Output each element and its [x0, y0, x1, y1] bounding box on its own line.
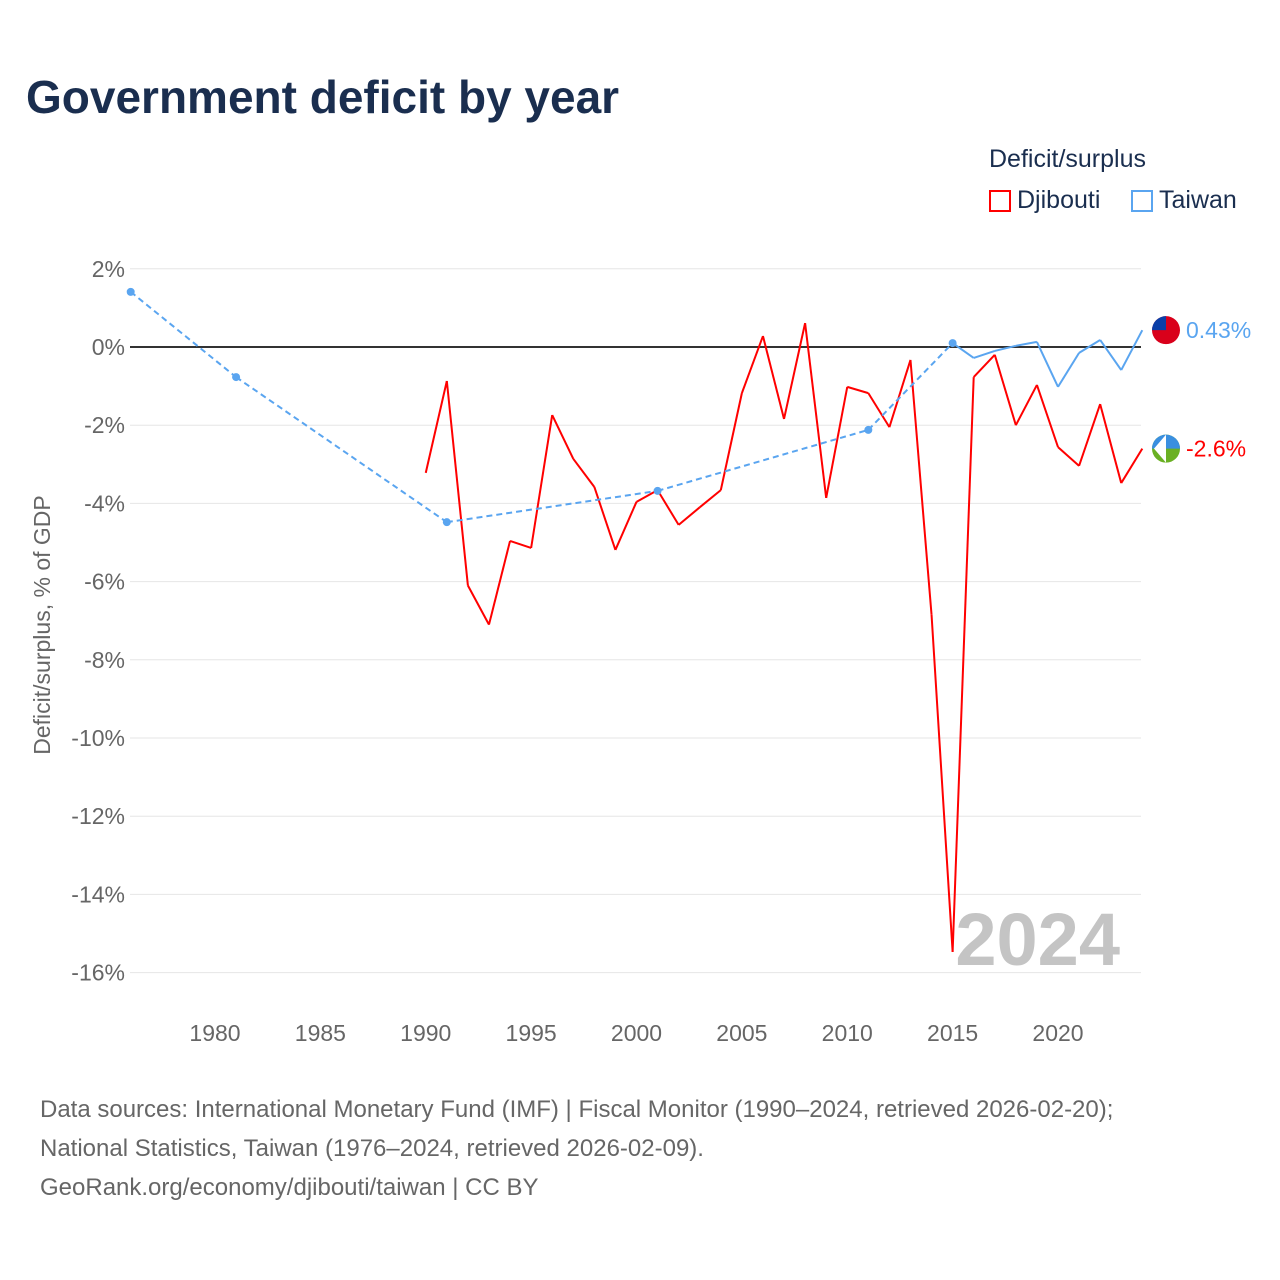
series-segment-taiwan [1099, 339, 1123, 371]
series-segment-taiwan [1057, 352, 1080, 388]
legend-label: Djibouti [1017, 186, 1101, 214]
series-segment-taiwan [1036, 341, 1059, 388]
series-segment-djibouti [761, 335, 785, 420]
series-segment-djibouti [572, 458, 596, 488]
series-segment-djibouti [678, 506, 701, 526]
data-point-taiwan [948, 339, 957, 348]
series-segment-taiwan [867, 342, 954, 431]
series-segment-djibouti [509, 539, 532, 549]
series-segment-djibouti [699, 489, 722, 509]
series-segment-djibouti [1120, 448, 1144, 484]
y-tick-label: -8% [84, 647, 125, 673]
data-point-taiwan [442, 518, 451, 527]
y-tick-label: -16% [71, 960, 125, 986]
year-watermark: 2024 [955, 898, 1120, 981]
series-segment-djibouti [825, 386, 849, 499]
series-segment-djibouti [424, 380, 448, 474]
series-segment-djibouti [467, 585, 490, 626]
y-tick-label: -4% [84, 490, 125, 516]
series-segment-djibouti [593, 486, 617, 551]
x-tick-label: 2000 [611, 1020, 662, 1046]
y-tick-label: -14% [71, 881, 125, 907]
series-segment-djibouti [719, 392, 743, 491]
legend-swatch [989, 189, 1011, 212]
chart-title: Government deficit by year [26, 71, 620, 123]
series-segment-djibouti [1035, 384, 1059, 448]
legend-title: Deficit/surplus [989, 145, 1146, 173]
flag-part [1154, 434, 1166, 463]
data-point-taiwan [126, 287, 135, 296]
series-segment-djibouti [783, 322, 807, 420]
legend-swatch [1131, 189, 1153, 212]
series-segment-djibouti [846, 385, 869, 395]
y-tick-label: -10% [71, 725, 125, 751]
y-axis-label: Deficit/surplus, % of GDP [29, 495, 55, 754]
data-point-taiwan [232, 373, 241, 382]
x-tick-label: 2005 [716, 1020, 767, 1046]
end-value-label: -2.6% [1186, 436, 1246, 462]
series-segment-djibouti [993, 354, 1017, 426]
series-segment-taiwan [1078, 339, 1101, 354]
series-segment-taiwan [130, 291, 237, 378]
series-segment-djibouti [445, 380, 469, 586]
series-segment-djibouti [488, 540, 512, 625]
series-segment-djibouti [909, 359, 933, 615]
series-segment-djibouti [1078, 403, 1102, 467]
series-segment-taiwan [1015, 340, 1038, 347]
series-segment-djibouti [740, 335, 764, 394]
x-tick-label: 1990 [400, 1020, 451, 1046]
series-segment-djibouti [1014, 384, 1038, 426]
x-tick-label: 2020 [1032, 1020, 1083, 1046]
series-segment-djibouti [972, 354, 996, 378]
series-segment-djibouti [804, 323, 828, 499]
legend-item-djibouti[interactable]: Djibouti [989, 186, 1100, 215]
series-segment-djibouti [551, 414, 575, 460]
y-tick-label: -12% [71, 803, 125, 829]
source-link[interactable]: GeoRank.org/economy/djibouti/taiwan | CC… [40, 1174, 539, 1201]
legend-item-taiwan[interactable]: Taiwan [1131, 186, 1237, 215]
x-tick-label: 1995 [506, 1020, 557, 1046]
series-segment-djibouti [867, 392, 891, 428]
legend-label: Taiwan [1159, 186, 1237, 214]
series-segment-djibouti [656, 489, 680, 526]
series-segment-djibouti [1057, 446, 1080, 467]
series-segment-djibouti [930, 614, 954, 952]
data-point-taiwan [653, 486, 662, 495]
source-line: National Statistics, Taiwan (1976–2024, … [40, 1135, 704, 1162]
x-tick-label: 2015 [927, 1020, 978, 1046]
data-point-taiwan [864, 425, 873, 434]
series-segment-djibouti [1099, 403, 1123, 484]
x-tick-label: 1985 [295, 1020, 346, 1046]
y-tick-label: -6% [84, 569, 125, 595]
series-segment-djibouti [530, 414, 554, 549]
y-tick-label: 2% [92, 256, 125, 282]
source-line: Data sources: International Monetary Fun… [40, 1096, 1114, 1123]
series-segment-taiwan [446, 489, 658, 524]
y-tick-label: -2% [84, 412, 125, 438]
series-segment-djibouti [614, 501, 638, 551]
series-segment-taiwan [994, 344, 1017, 352]
flag-part [1152, 316, 1166, 331]
series-segment-taiwan [952, 342, 975, 359]
y-tick-label: 0% [92, 334, 125, 360]
x-tick-label: 2010 [822, 1020, 873, 1046]
data-sources: Data sources: International Monetary Fun… [40, 1090, 1113, 1207]
series-segment-djibouti [951, 377, 975, 952]
series-segment-djibouti [888, 359, 912, 428]
series-segment-taiwan [1120, 329, 1144, 371]
series-segment-taiwan [235, 376, 448, 523]
end-value-label: 0.43% [1186, 317, 1251, 343]
series-segment-taiwan [973, 349, 996, 359]
series-segment-taiwan [657, 428, 869, 492]
x-tick-label: 1980 [189, 1020, 240, 1046]
